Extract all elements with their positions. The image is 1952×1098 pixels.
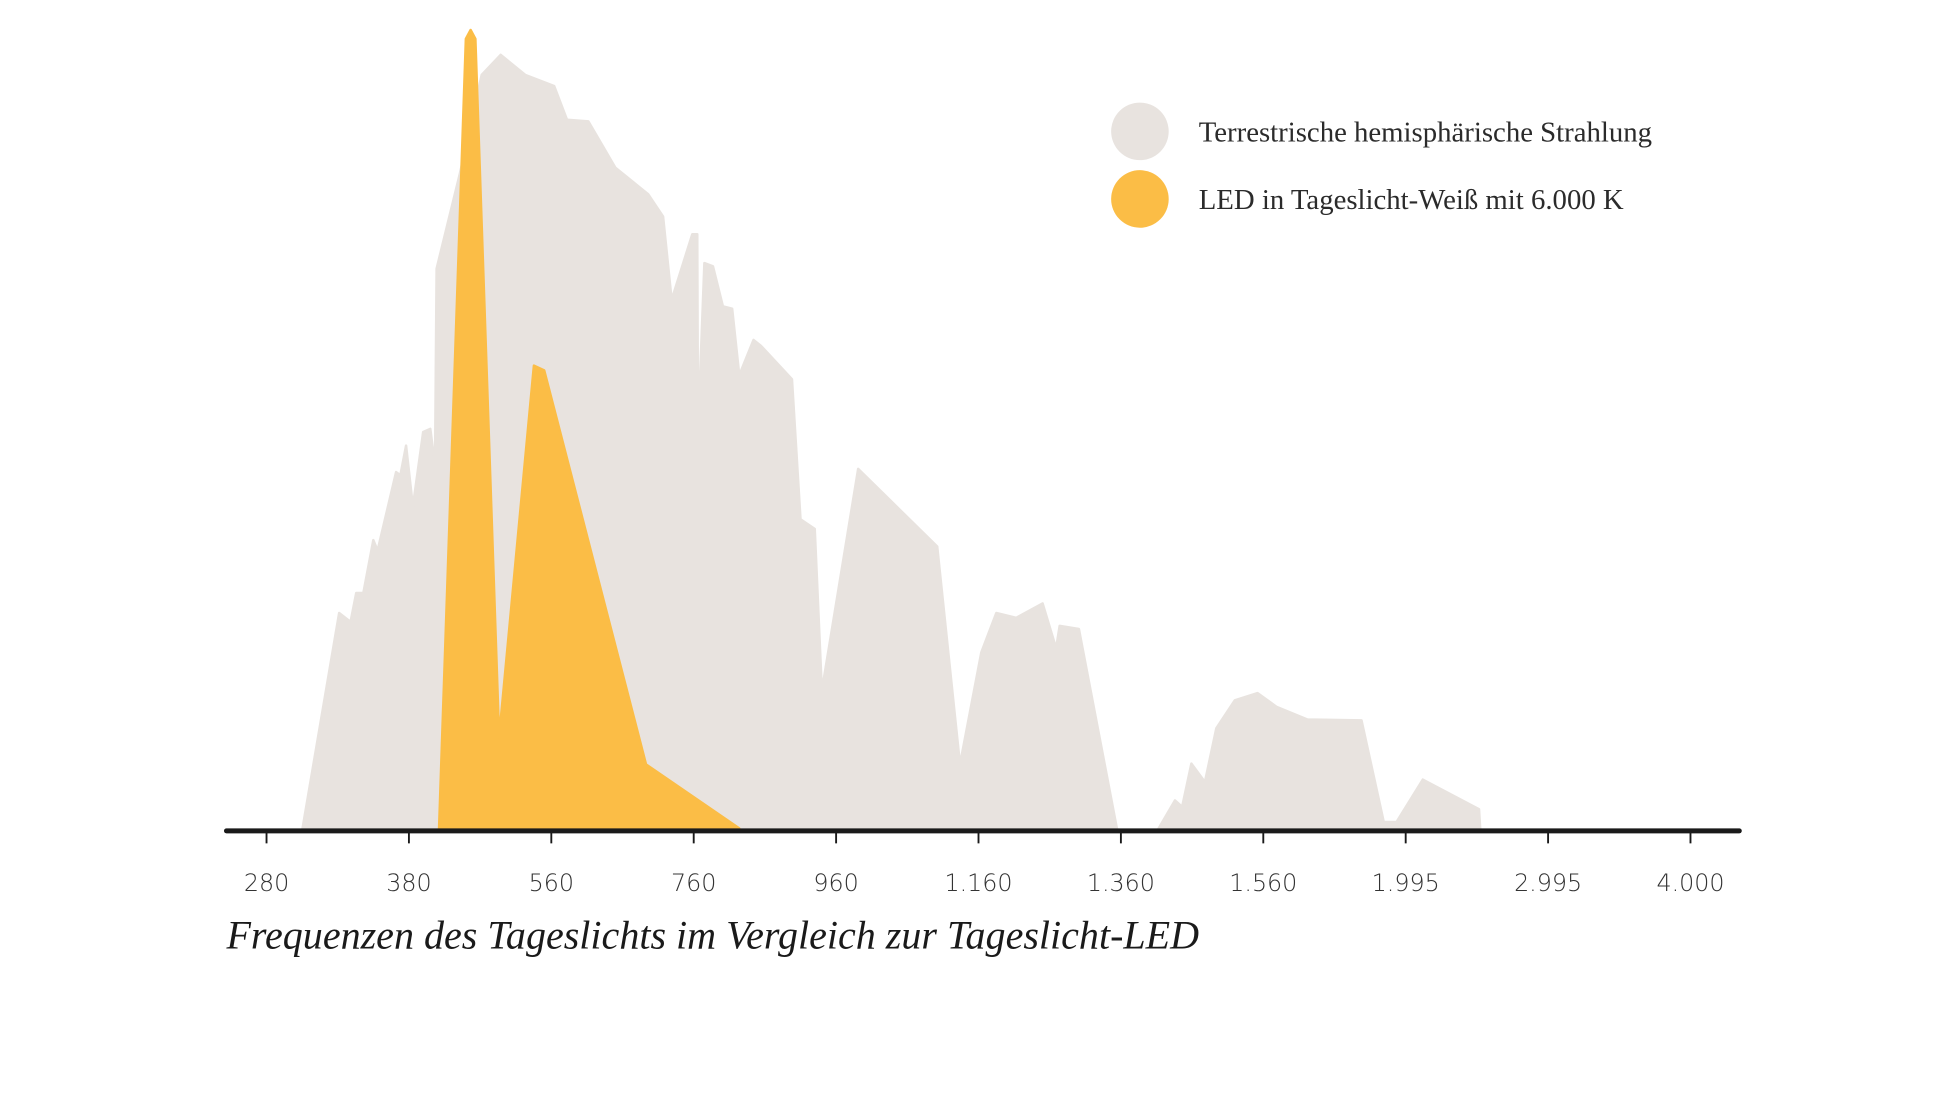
x-tick-label: 1.360 (1087, 869, 1155, 897)
legend-swatch (1111, 102, 1169, 161)
x-tick-label: 2.995 (1514, 869, 1582, 897)
legend-label: Terrestrische hemisphärische Strahlung (1199, 116, 1652, 148)
legend-label: LED in Tageslicht-Weiß mit 6.000 K (1199, 184, 1624, 216)
legend-swatch (1111, 170, 1169, 228)
x-axis-label: Frequenzen des Tageslichts im Vergleich … (225, 912, 1199, 957)
x-tick-label: 760 (671, 869, 716, 897)
x-tick-label: 280 (244, 869, 289, 897)
x-tick-label: 960 (813, 869, 858, 897)
x-tick-label: 1.560 (1229, 869, 1297, 897)
x-tick-label: 380 (386, 869, 431, 897)
x-tick-label: 1.160 (944, 869, 1012, 897)
x-tick-label: 560 (529, 869, 574, 897)
x-tick-label: 1.995 (1372, 869, 1440, 897)
x-tick-label: 4.000 (1656, 869, 1724, 897)
